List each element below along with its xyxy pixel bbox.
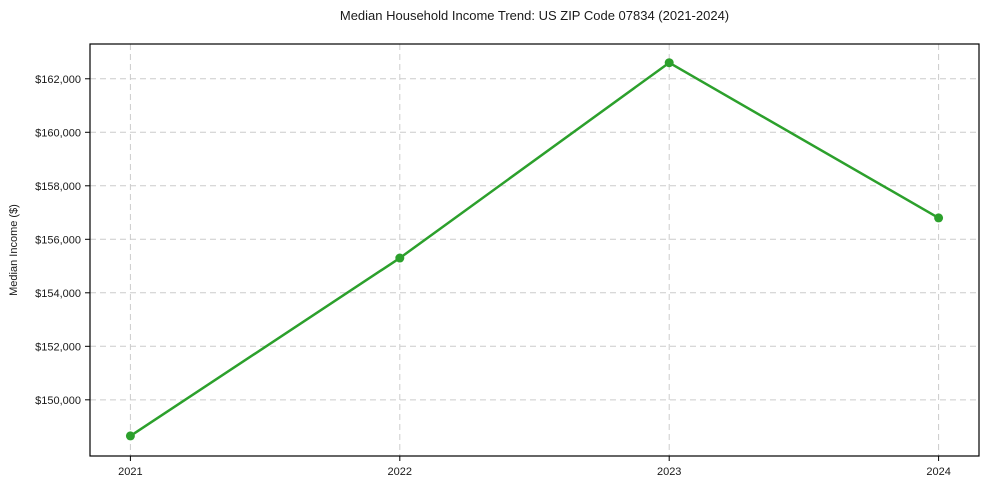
data-point-marker <box>934 213 944 223</box>
y-tick-label: $162,000 <box>35 74 81 86</box>
x-tick-label: 2023 <box>657 466 681 478</box>
y-tick-label: $156,000 <box>35 234 81 246</box>
y-tick-label: $154,000 <box>35 288 81 300</box>
axes-spines <box>89 43 980 457</box>
y-tick-label: $150,000 <box>35 395 81 407</box>
y-tick-label: $158,000 <box>35 181 81 193</box>
x-tick-label: 2022 <box>388 466 412 478</box>
y-tick-label: $152,000 <box>35 341 81 353</box>
data-point-marker <box>395 253 405 263</box>
y-tick-label: $160,000 <box>35 127 81 139</box>
x-tick-label: 2024 <box>926 466 950 478</box>
data-point-marker <box>664 58 674 68</box>
chart-title: Median Household Income Trend: US ZIP Co… <box>339 8 730 23</box>
income-trend-line <box>129 61 940 438</box>
x-tick-label: 2021 <box>118 466 142 478</box>
data-point-marker <box>125 431 135 441</box>
